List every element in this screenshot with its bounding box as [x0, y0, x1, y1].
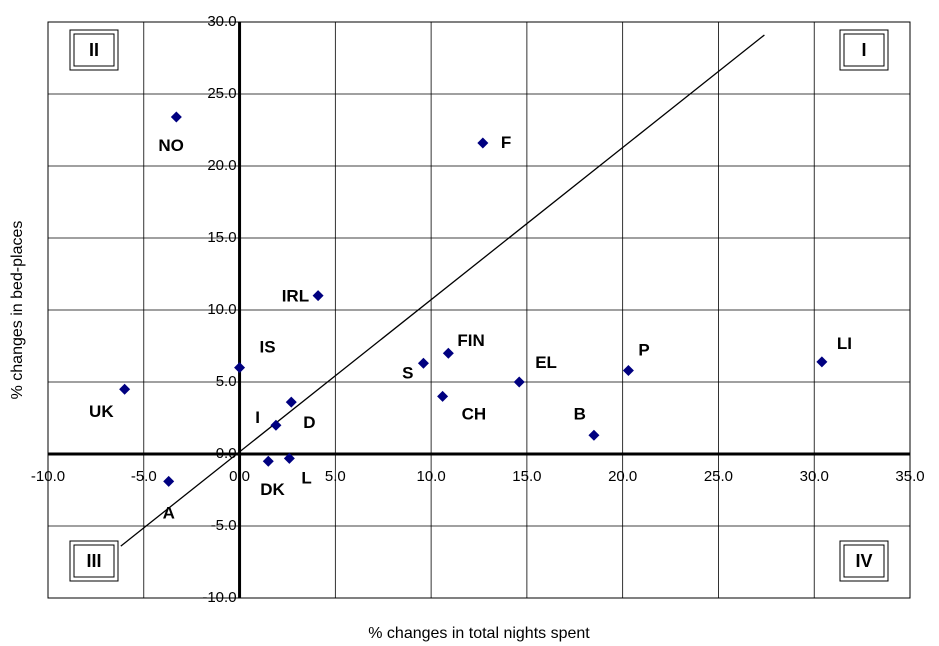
y-tick-label: 5.0	[216, 373, 237, 390]
point-ch: CH	[437, 390, 487, 423]
point-marker	[477, 137, 489, 149]
x-tick-label: 15.0	[512, 468, 541, 485]
grid	[47, 21, 911, 599]
point-marker	[270, 419, 282, 431]
y-axis-title: % changes in bed-places	[9, 221, 26, 400]
quadrant-ii-label: II	[69, 29, 119, 71]
point-no: NO	[158, 111, 184, 155]
x-tick-label: 5.0	[325, 468, 346, 485]
point-label: EL	[535, 353, 557, 372]
point-label: CH	[462, 404, 487, 423]
point-label: L	[301, 468, 311, 487]
y-tick-label: 30.0	[207, 13, 236, 30]
x-tick-label: -10.0	[31, 468, 65, 485]
point-p: P	[622, 340, 650, 376]
x-tick-label: 10.0	[417, 468, 446, 485]
axes	[48, 22, 910, 598]
point-el: EL	[513, 353, 557, 388]
point-li: LI	[816, 334, 852, 368]
data-points: NO F IRL IS UK S FIN EL P LI CH D I B DK L A	[89, 111, 852, 522]
svg-text:III: III	[86, 551, 101, 571]
svg-text:II: II	[89, 40, 99, 60]
point-marker	[437, 390, 449, 402]
point-label: UK	[89, 402, 114, 421]
y-tick-labels: -10.0 -5.0 0.0 5.0 10.0 15.0 20.0 25.0 30.0	[202, 13, 236, 606]
x-tick-labels: -10.0 -5.0 0.0 5.0 10.0 15.0 20.0 25.0 30.0 35.0	[31, 468, 925, 485]
x-tick-label: -5.0	[131, 468, 157, 485]
point-marker	[588, 429, 600, 441]
point-label: NO	[158, 136, 184, 155]
point-b: B	[574, 404, 600, 441]
x-axis-title: % changes in total nights spent	[368, 625, 590, 642]
svg-text:I: I	[861, 40, 866, 60]
x-tick-label: 35.0	[895, 468, 924, 485]
point-label: F	[501, 133, 511, 152]
point-f: F	[477, 133, 511, 152]
point-label: FIN	[457, 331, 484, 350]
point-a: A	[163, 475, 175, 522]
point-irl: IRL	[282, 287, 324, 306]
point-d: D	[285, 396, 316, 432]
point-marker	[622, 364, 634, 376]
point-label: B	[574, 404, 586, 423]
quadrant-iv-label: IV	[839, 540, 889, 582]
point-marker	[119, 383, 131, 395]
point-label: I	[255, 408, 260, 427]
point-label: IRL	[282, 287, 309, 306]
y-tick-label: 25.0	[207, 85, 236, 102]
point-marker	[283, 452, 295, 464]
point-l: L	[283, 452, 312, 487]
y-tick-label: -5.0	[211, 517, 237, 534]
point-label: IS	[260, 338, 276, 357]
x-tick-label: 30.0	[800, 468, 829, 485]
point-uk: UK	[89, 383, 131, 421]
svg-text:IV: IV	[855, 551, 872, 571]
y-tick-label: 0.0	[216, 445, 237, 462]
point-marker	[285, 396, 297, 408]
point-label: A	[163, 503, 175, 522]
quadrant-iii-label: III	[69, 540, 119, 582]
y-tick-label: 20.0	[207, 157, 236, 174]
point-marker	[816, 356, 828, 368]
point-label: P	[638, 340, 649, 359]
point-dk: DK	[260, 455, 286, 499]
point-fin: FIN	[442, 331, 485, 359]
point-s: S	[402, 357, 429, 382]
point-label: DK	[260, 480, 285, 499]
y-tick-label: -10.0	[202, 589, 236, 606]
y-tick-label: 15.0	[207, 229, 236, 246]
plot-area	[47, 21, 911, 599]
point-marker	[262, 455, 274, 467]
point-marker	[312, 290, 324, 302]
point-label: D	[303, 413, 315, 432]
point-label: LI	[837, 334, 852, 353]
point-marker	[442, 347, 454, 359]
x-tick-label: 25.0	[704, 468, 733, 485]
point-marker	[417, 357, 429, 369]
point-marker	[163, 475, 175, 487]
point-is: IS	[234, 338, 276, 374]
trend-line	[120, 34, 765, 547]
point-marker	[513, 376, 525, 388]
y-tick-label: 10.0	[207, 301, 236, 318]
quadrant-i-label: I	[839, 29, 889, 71]
x-tick-label: 0.0	[229, 468, 250, 485]
point-marker	[234, 362, 246, 374]
x-tick-label: 20.0	[608, 468, 637, 485]
point-i: I	[255, 408, 282, 431]
point-label: S	[402, 363, 413, 382]
point-marker	[170, 111, 182, 123]
